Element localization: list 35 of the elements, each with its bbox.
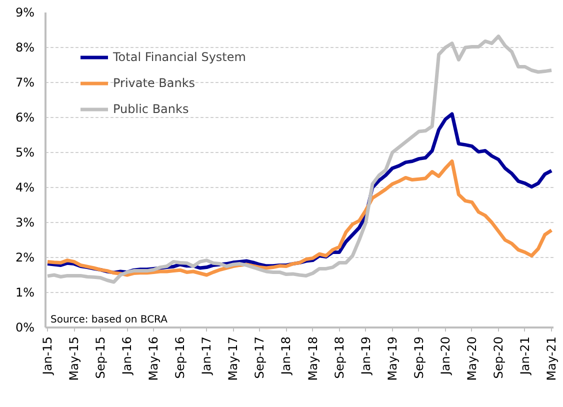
y-tick-label: 2%: [15, 250, 35, 264]
x-tick-label: Sep-17: [252, 336, 267, 379]
x-tick-label: Jan-19: [358, 336, 373, 376]
x-tick-label: Jan-21: [518, 336, 532, 376]
x-tick-label: May-20: [464, 336, 479, 381]
x-tick-label: Jan-20: [438, 336, 452, 376]
x-tick-label: May-19: [385, 336, 400, 381]
x-tick-label: May-15: [67, 336, 82, 381]
y-tick-label: 7%: [15, 76, 35, 90]
x-tick-label: Sep-18: [332, 336, 346, 379]
x-tick-label: Jan-17: [200, 336, 214, 376]
legend-label: Private Banks: [113, 76, 196, 90]
y-tick-label: 6%: [15, 110, 35, 124]
x-tick-label: May-16: [146, 336, 161, 381]
y-tick-label: 0%: [15, 320, 35, 334]
y-tick-label: 5%: [15, 146, 35, 160]
x-tick-label: Jan-18: [279, 336, 294, 376]
x-tick-label: Sep-19: [412, 336, 426, 379]
x-tick-label: Jan-16: [120, 336, 134, 376]
y-tick-label: 3%: [15, 216, 35, 230]
annotation: Source: based on BCRA: [50, 314, 168, 326]
x-tick-label: May-18: [306, 336, 320, 381]
y-tick-label: 8%: [15, 40, 35, 54]
y-tick-label: 1%: [15, 286, 35, 300]
legend-label: Public Banks: [113, 102, 189, 116]
x-tick-label: May-17: [226, 336, 240, 381]
legend-label: Total Financial System: [113, 50, 246, 64]
line-series: [46, 160, 554, 277]
x-tick-label: Sep-15: [94, 336, 108, 379]
x-tick-label: Sep-20: [491, 336, 506, 379]
x-tick-label: Sep-16: [173, 336, 188, 379]
x-tick-label: Jan-15: [40, 336, 54, 376]
y-tick-label: 4%: [15, 180, 35, 194]
y-tick-label: 9%: [15, 6, 35, 20]
x-tick-label: May-21: [544, 336, 559, 381]
